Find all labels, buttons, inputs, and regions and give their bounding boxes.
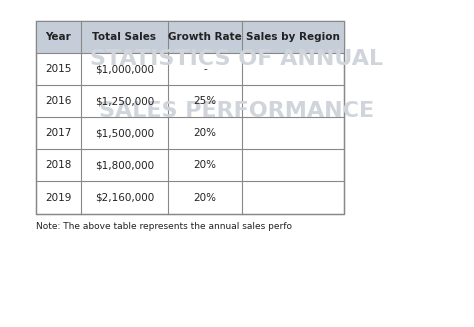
Text: Year: Year — [45, 32, 71, 42]
Text: STATISTICS OF ANNUAL: STATISTICS OF ANNUAL — [91, 49, 383, 69]
Text: 20%: 20% — [193, 161, 217, 170]
FancyBboxPatch shape — [36, 21, 344, 214]
Text: 20%: 20% — [193, 193, 217, 202]
Text: -: - — [203, 64, 207, 74]
Text: 2018: 2018 — [45, 161, 71, 170]
Text: 2015: 2015 — [45, 64, 71, 74]
Text: $1,250,000: $1,250,000 — [95, 96, 154, 106]
Text: Growth Rate: Growth Rate — [168, 32, 242, 42]
Text: Sales by Region: Sales by Region — [246, 32, 340, 42]
Text: Total Sales: Total Sales — [92, 32, 156, 42]
Text: 2017: 2017 — [45, 129, 71, 138]
Text: $2,160,000: $2,160,000 — [95, 193, 154, 202]
Text: 2019: 2019 — [45, 193, 71, 202]
Text: 20%: 20% — [193, 129, 217, 138]
Text: $1,800,000: $1,800,000 — [95, 161, 154, 170]
Text: $1,500,000: $1,500,000 — [95, 129, 154, 138]
Text: 25%: 25% — [193, 96, 217, 106]
Text: SALES PERFORMANCE: SALES PERFORMANCE — [100, 101, 374, 121]
FancyBboxPatch shape — [36, 21, 344, 53]
Text: 2016: 2016 — [45, 96, 71, 106]
Text: $1,000,000: $1,000,000 — [95, 64, 154, 74]
Text: Note: The above table represents the annual sales perfo: Note: The above table represents the ann… — [36, 222, 292, 231]
